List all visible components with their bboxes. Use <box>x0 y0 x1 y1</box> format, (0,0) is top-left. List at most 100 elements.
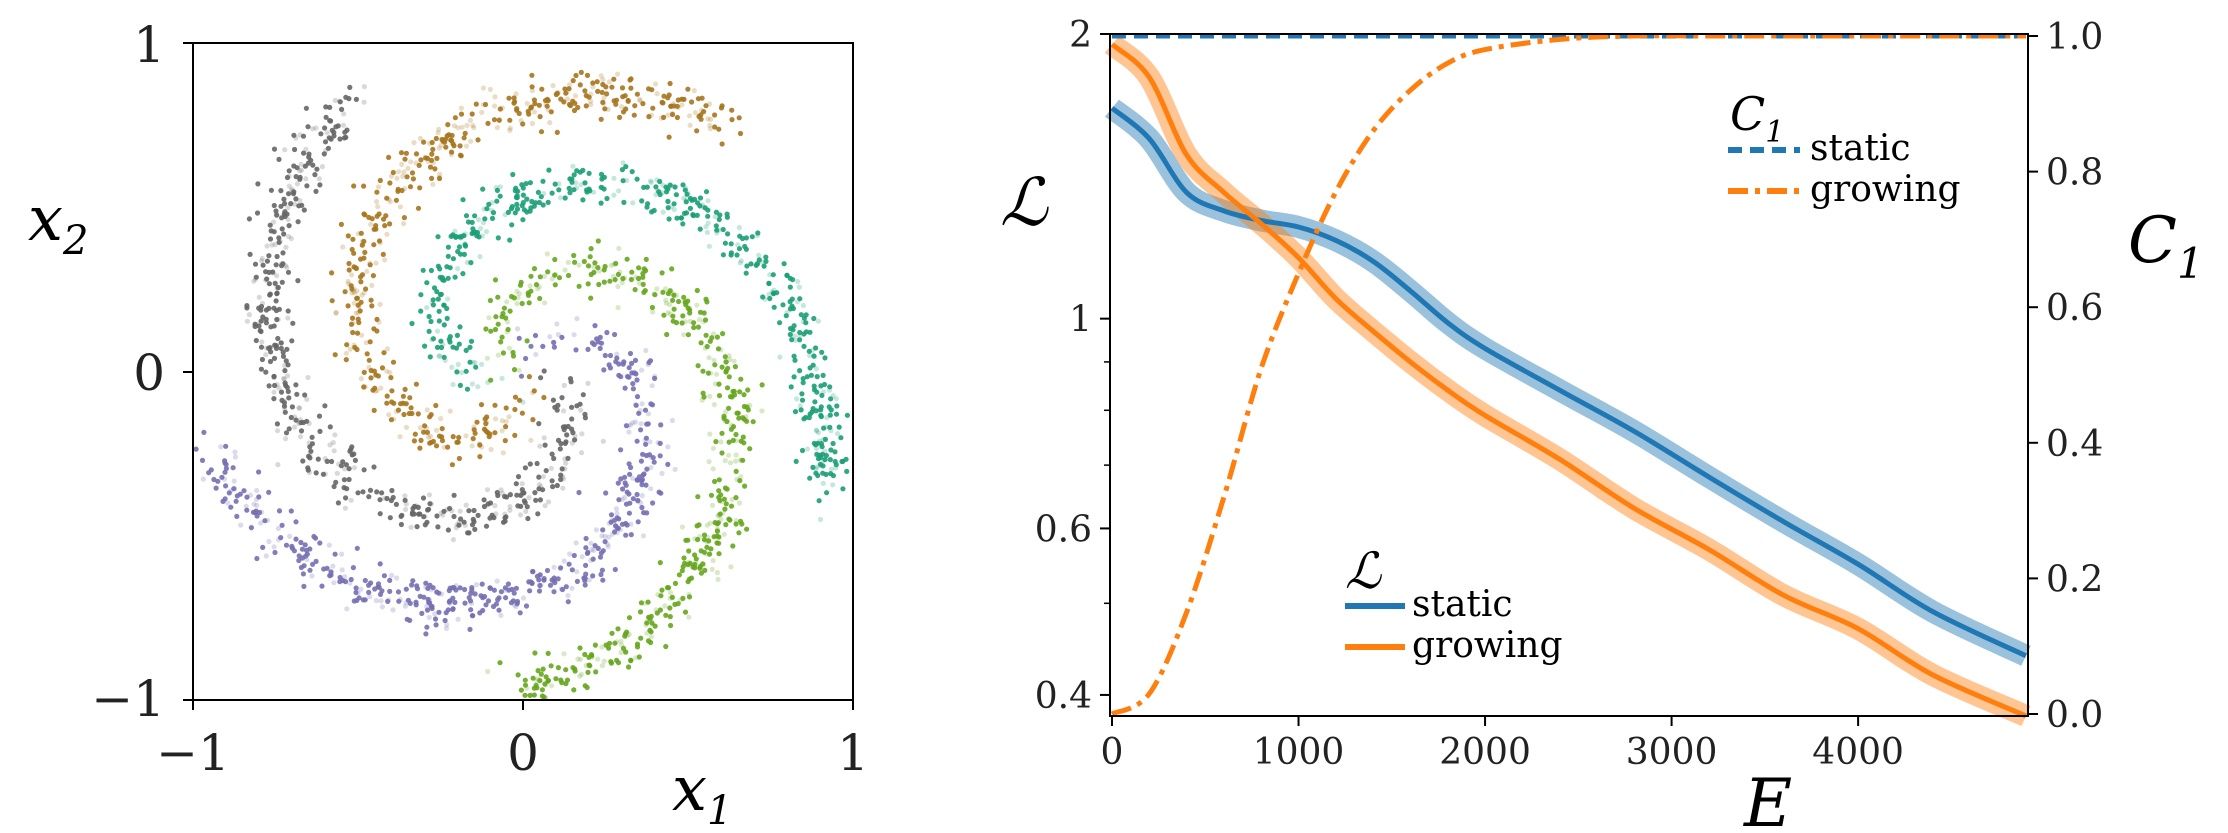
scatter-point <box>413 151 420 157</box>
scatter-point <box>221 476 228 482</box>
scatter-point <box>565 272 572 279</box>
scatter-point <box>621 359 627 365</box>
scatter-point <box>556 181 562 187</box>
scatter-point <box>456 244 463 250</box>
scatter-point <box>408 405 414 411</box>
scatter-point <box>648 179 654 185</box>
scatter-point <box>754 261 761 267</box>
scatter-point <box>296 553 302 559</box>
scatter-point <box>633 402 639 408</box>
scatter-point <box>385 598 391 605</box>
scatter-point <box>791 323 797 329</box>
scatter-point <box>482 101 489 108</box>
scatter-point <box>445 444 451 450</box>
scatter-point <box>297 198 303 204</box>
scatter-point <box>741 392 747 398</box>
scatter-point <box>668 622 674 629</box>
scatter-point <box>833 465 839 471</box>
scatter-point <box>346 476 352 483</box>
scatter-point <box>355 231 361 237</box>
scatter-point <box>363 340 369 346</box>
scatter-point <box>384 346 390 352</box>
scatter-point <box>438 338 444 344</box>
scatter-point <box>502 438 508 444</box>
scatter-point <box>401 411 407 418</box>
scatter-point <box>424 607 431 613</box>
scatter-point <box>750 419 756 425</box>
scatter-point <box>394 175 400 181</box>
scatter-point <box>686 594 693 600</box>
scatter-point <box>437 266 443 272</box>
scatter-point <box>759 408 765 414</box>
scatter-point <box>562 86 568 92</box>
scatter-point <box>283 542 290 548</box>
scatter-point <box>454 522 460 528</box>
scatter-point <box>449 364 455 370</box>
scatter-point <box>622 494 628 501</box>
scatter-point <box>650 500 656 506</box>
scatter-point <box>374 199 380 205</box>
scatter-point <box>267 222 273 228</box>
scatter-point <box>734 252 740 258</box>
scatter-point <box>400 173 406 179</box>
scatter-point <box>615 480 621 486</box>
scatter-point <box>371 326 377 332</box>
scatter-point <box>304 418 310 424</box>
scatter-point <box>686 113 693 119</box>
scatter-point <box>602 533 608 539</box>
scatter-point <box>552 181 558 187</box>
scatter-point <box>376 238 383 244</box>
scatter-point <box>260 544 266 551</box>
scatter-point <box>813 470 819 476</box>
scatter-point <box>271 389 277 395</box>
scatter-point <box>272 280 278 286</box>
scatter-point <box>706 243 713 249</box>
scatter-point <box>562 456 568 462</box>
right-left-ylabel: ℒ <box>1000 164 1049 241</box>
scatter-point <box>602 539 608 545</box>
scatter-point <box>435 524 441 530</box>
scatter-point <box>690 212 696 218</box>
scatter-point <box>508 600 514 606</box>
scatter-point <box>581 258 587 265</box>
scatter-point <box>556 275 563 281</box>
scatter-point <box>529 88 535 94</box>
scatter-point <box>552 580 558 586</box>
scatter-point <box>339 106 345 112</box>
scatter-point <box>627 77 633 83</box>
scatter-point <box>284 373 291 379</box>
scatter-point <box>587 254 593 260</box>
scatter-point <box>251 501 257 507</box>
scatter-point <box>579 554 585 560</box>
scatter-point <box>592 642 599 648</box>
scatter-point <box>733 468 739 474</box>
scatter-point <box>586 170 592 176</box>
scatter-point <box>469 111 475 117</box>
scatter-point <box>366 494 372 500</box>
scatter-point <box>579 431 585 437</box>
scatter-point <box>590 556 596 562</box>
scatter-point <box>600 548 606 554</box>
scatter-point <box>600 99 606 105</box>
scatter-point <box>666 216 672 222</box>
scatter-point <box>557 446 563 452</box>
scatter-point <box>379 365 386 371</box>
scatter-point <box>455 439 461 445</box>
scatter-point <box>403 424 410 430</box>
scatter-point <box>424 407 430 413</box>
scatter-point <box>352 457 358 463</box>
scatter-point <box>381 350 387 356</box>
scatter-point <box>268 324 274 330</box>
scatter-point <box>539 86 545 92</box>
scatter-point <box>575 656 581 662</box>
scatter-point <box>709 502 716 508</box>
scatter-point <box>612 529 618 535</box>
scatter-point <box>551 339 557 346</box>
scatter-point <box>644 620 650 626</box>
scatter-point <box>507 507 513 513</box>
scatter-point <box>450 606 456 613</box>
scatter-point <box>834 403 840 409</box>
scatter-point <box>548 465 554 471</box>
scatter-point <box>673 192 680 198</box>
scatter-point <box>740 457 746 463</box>
